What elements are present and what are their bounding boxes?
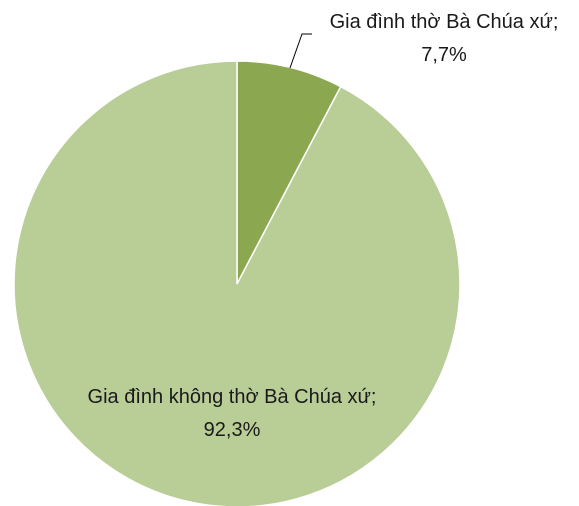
label-category: Gia đình không thờ Bà Chúa xứ (87, 386, 371, 408)
label-value: 7,7% (421, 44, 467, 66)
data-label: Gia đình thờ Bà Chúa xứ; 7,7% (310, 6, 578, 72)
pie-slice (13, 60, 461, 506)
data-label: Gia đình không thờ Bà Chúa xứ; 92,3% (82, 381, 382, 447)
label-separator: ; (552, 11, 559, 33)
leader-line (289, 33, 312, 69)
label-separator: ; (370, 386, 377, 408)
label-category: Gia đình thờ Bà Chúa xứ (329, 11, 553, 33)
label-value: 92,3% (203, 419, 261, 441)
